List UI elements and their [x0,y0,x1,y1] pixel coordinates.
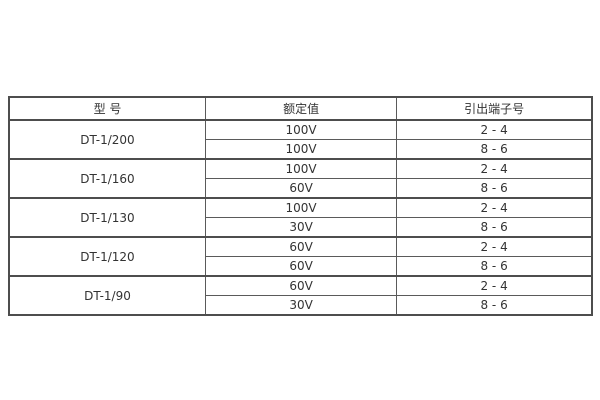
rated-value-cell: 100V [204,197,398,218]
terminal-number-cell: 8 - 6 [396,178,593,199]
terminal-number-cell: 2 - 4 [396,119,593,140]
terminal-number-cell: 8 - 6 [396,139,593,160]
spec-table: 型 号 额定值 引出端子号 DT-1/200 100V 2 - 4 100V 8 - 6… [8,96,593,316]
table-row: DT-1/200 100V 2 - 4 [8,119,593,160]
terminal-number-cell: 2 - 4 [396,158,593,179]
rated-value-cell: 100V [204,158,398,179]
header-row: 型 号 额定值 引出端子号 [8,96,593,121]
column-header-terminal-number: 引出端子号 [396,96,593,121]
spec-table-body: DT-1/200 100V 2 - 4 100V 8 - 6 DT-1/160 100V 2 … [8,119,593,316]
spec-table-header: 型 号 额定值 引出端子号 [8,96,593,121]
column-header-rated-value: 额定值 [204,96,398,121]
terminal-number-cell: 2 - 4 [396,236,593,257]
model-cell: DT-1/160 [8,158,206,199]
rated-value-cell: 100V [204,119,398,140]
terminal-number-cell: 2 - 4 [396,275,593,296]
table-row: DT-1/90 60V 2 - 4 [8,275,593,316]
table-row: 30V 8 - 6 [9,217,593,238]
rated-value-cell: 60V [204,236,398,257]
rated-value-cell: 60V [204,275,398,296]
terminal-number-cell: 8 - 6 [396,256,593,277]
model-cell: DT-1/130 [8,197,206,238]
table-row: DT-1/120 60V 2 - 4 [8,236,593,277]
rated-value-cell: 60V [204,256,398,277]
table-row: DT-1/130 100V 2 - 4 [8,197,593,238]
model-cell: DT-1/120 [8,236,206,277]
terminal-number-cell: 2 - 4 [396,197,593,218]
column-header-model: 型 号 [8,96,206,121]
rated-value-cell: 60V [204,178,398,199]
rated-value-cell: 100V [204,139,398,160]
rated-value-cell: 30V [204,295,398,316]
terminal-number-cell: 8 - 6 [396,217,593,238]
terminal-number-cell: 8 - 6 [396,295,593,316]
rated-value-cell: 30V [204,217,398,238]
model-cell: DT-1/200 [8,119,206,160]
model-cell: DT-1/90 [8,275,206,316]
table-row: 30V 8 - 6 [9,295,593,316]
table-row: DT-1/160 100V 2 - 4 [8,158,593,199]
